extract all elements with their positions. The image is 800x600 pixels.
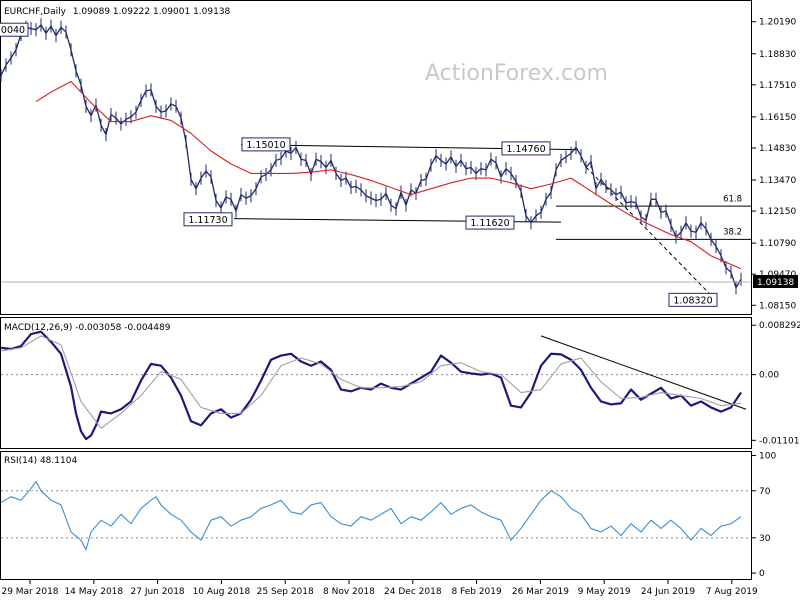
price-annotation-box <box>501 141 551 156</box>
rsi-y-tick-label: 70 <box>759 487 771 497</box>
x-axis: 29 Mar 2018 14 May 2018 27 Jun 2018 10 Aug … <box>1 580 758 597</box>
x-tick-label: 29 Mar 2018 <box>1 587 58 597</box>
x-tick-label: 27 Jun 2018 <box>131 587 185 597</box>
rsi-panel: 100 70 30 0 <box>0 452 776 579</box>
macd-y-tick-label: 0.008292 <box>759 321 800 331</box>
x-tick-label: 24 Dec 2018 <box>384 587 442 597</box>
price-panel: 1.20190 1.18830 1.17510 1.16150 1.14830 1.134… <box>0 18 798 311</box>
macd-y-tick-label: 0.00 <box>759 371 779 381</box>
price-panel-frame <box>0 0 752 315</box>
price-y-tick-label: 1.16150 <box>759 113 796 123</box>
x-tick-label: 26 Mar 2019 <box>512 587 569 597</box>
price-annotation-label: 1.11620 <box>470 218 509 229</box>
price-annotation-label: 1.14760 <box>506 144 545 155</box>
rsi-series-line <box>0 480 742 551</box>
last-price-badge <box>753 275 798 289</box>
price-dashed-trendline <box>585 166 717 301</box>
macd-series-line <box>0 330 742 441</box>
price-y-tick-label: 1.17510 <box>759 81 796 91</box>
right-axis-area <box>752 0 800 600</box>
macd-panel-frame <box>0 317 752 449</box>
price-annotation-label: 1.11730 <box>188 215 227 226</box>
price-y-tick-label: 1.08150 <box>759 301 796 311</box>
price-title: EURCHF,Daily 1.09089 1.09222 1.09001 1.0… <box>4 7 231 17</box>
price-series-line <box>35 80 742 270</box>
macd-series-line <box>0 335 742 429</box>
last-price-label: 1.09138 <box>757 278 794 288</box>
watermark: ActionForex.com <box>425 61 608 86</box>
price-annotation-label: 0040 <box>1 25 25 36</box>
fib-level-label: 61.8 <box>723 195 742 205</box>
x-tick-label: 9 May 2019 <box>578 587 631 597</box>
macd-y-tick-label: -0.011015 <box>759 436 800 446</box>
macd-panel: 0.008292 0.00 -0.011015 <box>0 321 800 446</box>
price-y-tick-label: 1.12150 <box>759 207 796 217</box>
macd-trendline <box>540 335 747 410</box>
ohlc-readout: 1.09089 1.09222 1.09001 1.09138 <box>73 7 231 17</box>
price-annotation-box <box>0 22 29 37</box>
rsi-y-tick-label: 30 <box>759 534 771 544</box>
price-y-tick-label: 1.10790 <box>759 239 796 249</box>
macd-title: MACD(12,26,9) -0.003058 -0.004489 <box>4 323 171 333</box>
rsi-y-tick-label: 100 <box>759 452 776 462</box>
x-tick-label: 8 Nov 2018 <box>323 587 375 597</box>
x-tick-label: 8 Feb 2019 <box>451 587 502 597</box>
rsi-y-tick-label: 0 <box>759 569 765 579</box>
rsi-panel-frame <box>0 451 752 580</box>
symbol-timeframe: EURCHF,Daily <box>4 7 67 17</box>
x-tick-label: 7 Aug 2019 <box>706 587 758 597</box>
price-annotation-box <box>183 212 233 227</box>
price-y-tick-label: 1.18830 <box>759 50 796 60</box>
price-annotation-label: 1.08320 <box>673 295 712 306</box>
price-annotation-box <box>241 137 291 152</box>
price-annotation-label: 1.15010 <box>246 140 285 151</box>
x-tick-label: 25 Sep 2018 <box>257 587 314 597</box>
price-annotation-box <box>668 292 718 307</box>
x-tick-label: 14 May 2018 <box>64 587 123 597</box>
price-y-tick-label: 1.20190 <box>759 18 796 28</box>
price-annotation-box <box>465 215 515 230</box>
fib-level-label: 38.2 <box>723 228 742 238</box>
rsi-title: RSI(14) 48.1104 <box>4 456 77 466</box>
price-y-tick-label: 1.13470 <box>759 176 796 186</box>
x-tick-label: 24 Jun 2019 <box>641 587 695 597</box>
price-y-tick-label: 1.14830 <box>759 144 796 154</box>
x-tick-label: 10 Aug 2018 <box>193 587 251 597</box>
